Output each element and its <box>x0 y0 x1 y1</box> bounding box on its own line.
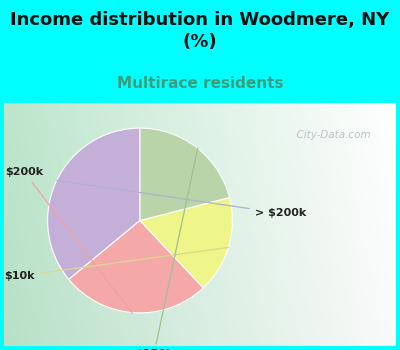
Text: Multirace residents: Multirace residents <box>117 76 283 91</box>
Wedge shape <box>140 128 230 220</box>
Text: Income distribution in Woodmere, NY
(%): Income distribution in Woodmere, NY (%) <box>10 10 390 51</box>
Wedge shape <box>140 197 232 288</box>
Text: City-Data.com: City-Data.com <box>290 130 371 140</box>
Wedge shape <box>69 220 203 313</box>
Text: $150k: $150k <box>135 148 198 350</box>
Wedge shape <box>48 128 140 279</box>
Text: > $200k: > $200k <box>57 180 306 218</box>
Text: $10k: $10k <box>5 247 229 281</box>
Text: $200k: $200k <box>6 167 132 313</box>
